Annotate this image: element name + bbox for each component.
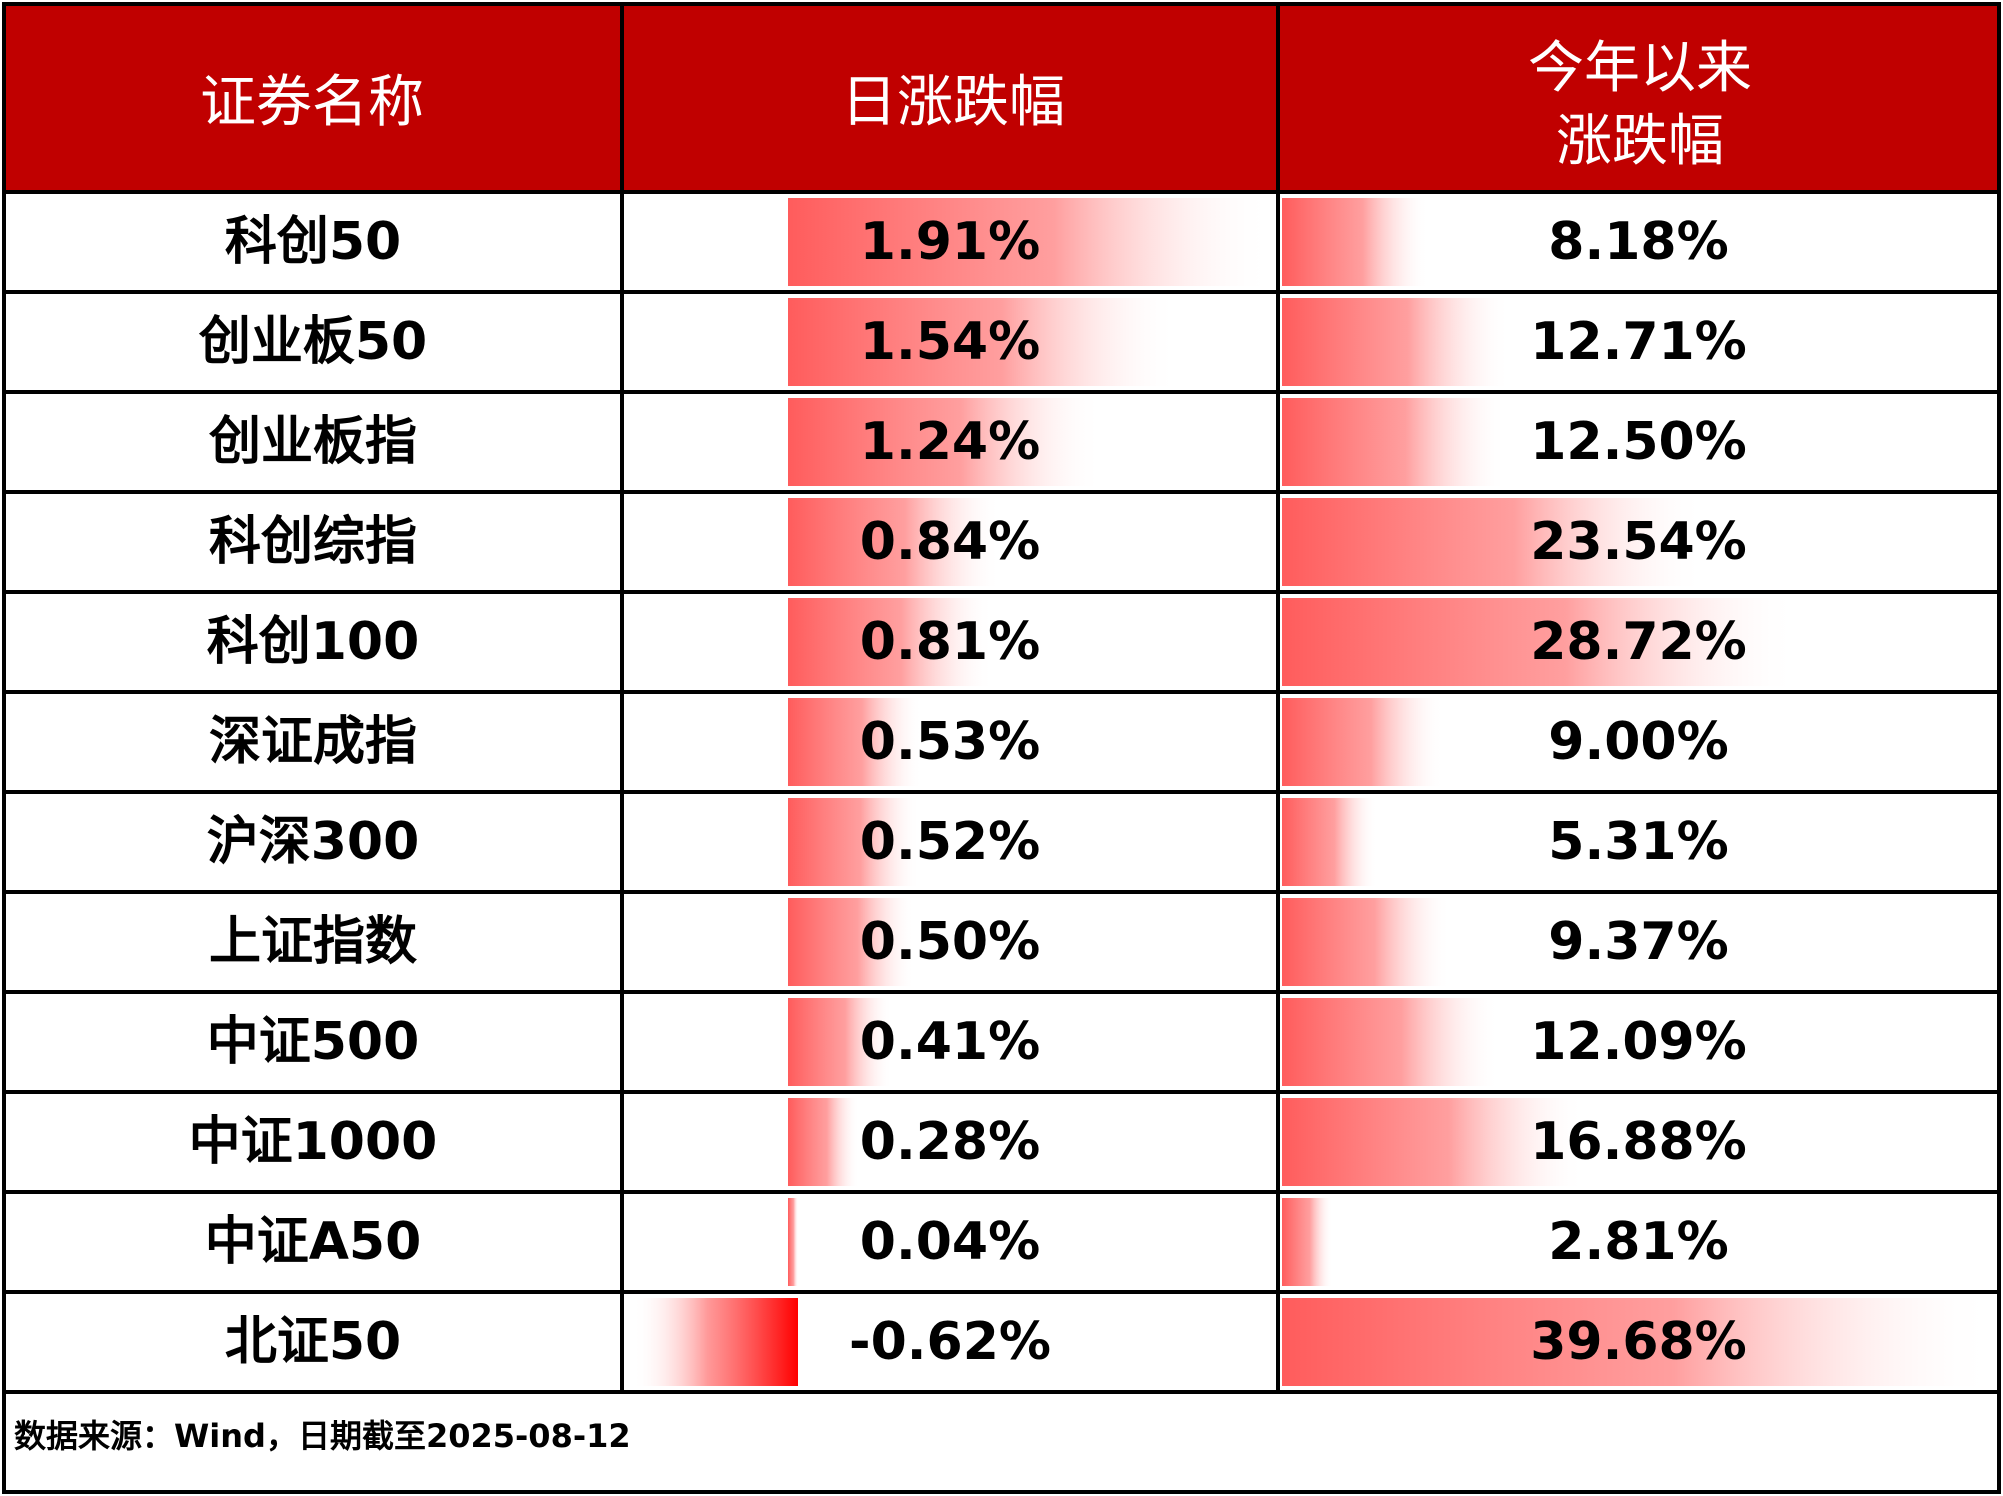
daily-bar xyxy=(788,898,915,986)
header-ytd-line1: 今年以来 xyxy=(1528,36,1752,101)
daily-bar xyxy=(788,298,1179,386)
security-name: 上证指数 xyxy=(209,912,417,972)
daily-change-label: 0.52% xyxy=(860,812,1040,872)
ytd-change-label: 9.00% xyxy=(1548,712,1728,772)
ytd-bar xyxy=(1282,998,1500,1086)
ytd-bar xyxy=(1282,398,1507,486)
security-name: 中证500 xyxy=(207,1012,420,1072)
ytd-bar xyxy=(1282,698,1444,786)
daily-bar xyxy=(788,498,1001,586)
daily-bar xyxy=(788,698,923,786)
ytd-bar xyxy=(1282,598,1799,686)
security-name: 科创综指 xyxy=(209,512,417,572)
ytd-bar xyxy=(1282,298,1511,386)
daily-bar-negative xyxy=(633,1298,798,1386)
security-name: 中证1000 xyxy=(189,1112,438,1172)
daily-change-label: -0.62% xyxy=(849,1312,1051,1372)
footer-source: 数据来源：Wind，日期截至2025-08-12 xyxy=(14,1417,631,1455)
header-security-name: 证券名称 xyxy=(200,70,424,135)
ytd-bar xyxy=(1282,1198,1333,1286)
ytd-change-label: 16.88% xyxy=(1530,1112,1747,1172)
daily-bar xyxy=(788,1098,859,1186)
security-name: 创业板50 xyxy=(198,312,427,372)
bar-layer xyxy=(633,198,1995,1386)
ytd-change-label: 39.68% xyxy=(1530,1312,1747,1372)
daily-bar xyxy=(788,998,892,1086)
daily-change-label: 1.24% xyxy=(860,412,1040,472)
header-ytd-line2: 涨跌幅 xyxy=(1556,109,1724,174)
ytd-bar xyxy=(1282,798,1378,886)
daily-change-label: 0.81% xyxy=(860,612,1040,672)
daily-change-label: 0.53% xyxy=(860,712,1040,772)
security-name: 科创50 xyxy=(225,212,401,272)
ytd-change-label: 12.50% xyxy=(1530,412,1747,472)
ytd-change-label: 12.09% xyxy=(1530,1012,1747,1072)
ytd-change-label: 28.72% xyxy=(1530,612,1747,672)
security-name: 沪深300 xyxy=(207,812,420,872)
ytd-bar xyxy=(1282,898,1451,986)
ytd-change-label: 12.71% xyxy=(1530,312,1747,372)
ytd-bar xyxy=(1282,198,1429,286)
daily-change-label: 1.91% xyxy=(860,212,1040,272)
ytd-change-label: 2.81% xyxy=(1548,1212,1728,1272)
daily-change-label: 0.50% xyxy=(860,912,1040,972)
header-daily-change: 日涨跌幅 xyxy=(841,70,1065,135)
ytd-bar xyxy=(1282,498,1705,586)
daily-change-label: 0.41% xyxy=(860,1012,1040,1072)
security-name: 中证A50 xyxy=(205,1212,422,1272)
daily-change-label: 0.28% xyxy=(860,1112,1040,1172)
ytd-bar xyxy=(1282,1098,1586,1186)
daily-bar xyxy=(788,598,994,686)
ytd-change-label: 23.54% xyxy=(1530,512,1747,572)
daily-bar xyxy=(788,798,920,886)
ytd-bar xyxy=(1282,1298,1995,1386)
daily-bar xyxy=(788,198,1272,286)
label-layer: 科创50 1.91% 8.18% 创业板50 1.54% 12.71% 创业板指 1.24% 1… xyxy=(189,212,1747,1372)
ytd-change-label: 8.18% xyxy=(1548,212,1728,272)
daily-bar xyxy=(788,398,1103,486)
ytd-change-label: 9.37% xyxy=(1548,912,1728,972)
daily-change-label: 0.84% xyxy=(860,512,1040,572)
security-name: 科创100 xyxy=(207,612,420,672)
daily-change-label: 0.04% xyxy=(860,1212,1040,1272)
daily-bar xyxy=(788,1198,799,1286)
security-name: 深证成指 xyxy=(209,712,417,772)
ytd-change-label: 5.31% xyxy=(1548,812,1728,872)
daily-change-label: 1.54% xyxy=(860,312,1040,372)
security-name: 创业板指 xyxy=(208,412,417,472)
security-name: 北证50 xyxy=(225,1312,401,1372)
header-background xyxy=(4,4,1999,192)
